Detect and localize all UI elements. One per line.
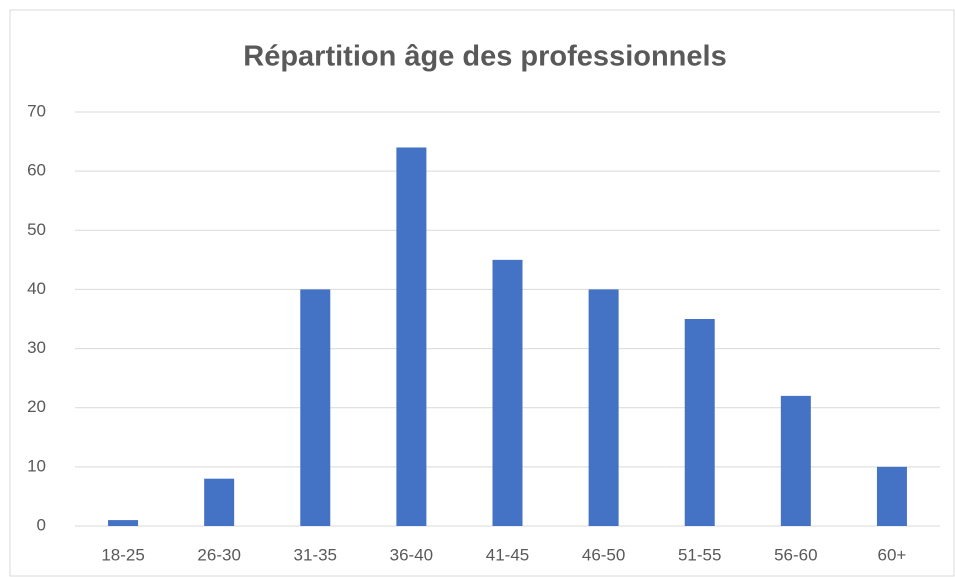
bar xyxy=(684,319,715,526)
bar xyxy=(108,520,139,526)
x-tick-label: 31-35 xyxy=(294,545,337,564)
chart-title: Répartition âge des professionnels xyxy=(243,41,726,73)
x-tick-label: 26-30 xyxy=(197,545,240,564)
x-tick-label: 36-40 xyxy=(390,545,433,564)
bar xyxy=(300,289,331,526)
bar xyxy=(780,395,811,526)
bar xyxy=(204,478,235,526)
y-tick-label: 60 xyxy=(27,161,46,180)
y-tick-label: 20 xyxy=(27,397,46,416)
x-tick-label: 46-50 xyxy=(582,545,625,564)
bar xyxy=(492,259,523,526)
chart-border xyxy=(9,9,955,577)
y-tick-label: 0 xyxy=(37,515,46,534)
y-tick-label: 50 xyxy=(27,220,46,239)
y-tick-label: 70 xyxy=(27,101,46,120)
bar xyxy=(588,289,619,526)
x-tick-label: 51-55 xyxy=(678,545,721,564)
bar xyxy=(876,466,907,526)
bar xyxy=(396,147,427,526)
y-tick-label: 30 xyxy=(27,338,46,357)
y-tick-label: 10 xyxy=(27,456,46,475)
x-tick-label: 56-60 xyxy=(774,545,817,564)
x-tick-label: 18-25 xyxy=(101,545,144,564)
y-tick-label: 40 xyxy=(27,279,46,298)
x-tick-label: 60+ xyxy=(878,545,907,564)
x-tick-label: 41-45 xyxy=(486,545,529,564)
